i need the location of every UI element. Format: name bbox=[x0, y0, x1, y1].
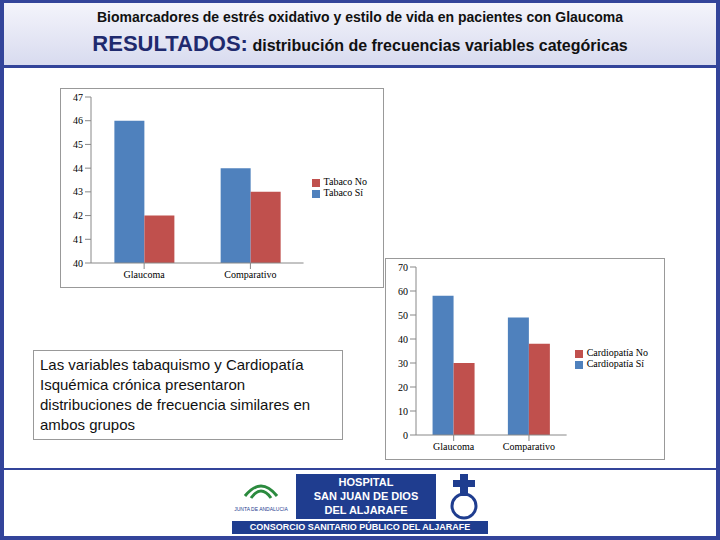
svg-text:30: 30 bbox=[398, 358, 408, 369]
html-text:Las variables tabaquismo y Car: Las variables tabaquismo y Cardiopatía I… bbox=[40, 356, 311, 433]
svg-text:Glaucoma: Glaucoma bbox=[124, 269, 166, 280]
svg-text:46: 46 bbox=[73, 115, 83, 126]
svg-text:50: 50 bbox=[398, 310, 408, 321]
svg-text:40: 40 bbox=[398, 334, 408, 345]
svg-text:10: 10 bbox=[398, 406, 408, 417]
svg-text:Glaucoma: Glaucoma bbox=[433, 441, 475, 452]
html-text:HOSPITAL: HOSPITAL bbox=[338, 476, 394, 488]
svg-text:45: 45 bbox=[73, 139, 83, 150]
svg-text:0: 0 bbox=[403, 430, 408, 441]
html-text:Tabaco No: Tabaco No bbox=[323, 176, 367, 187]
svg-text:42: 42 bbox=[73, 210, 83, 221]
html-text:Biomarcadores de estrés oxidat: Biomarcadores de estrés oxidativo y esti… bbox=[97, 9, 623, 25]
html-text:Cardiopatía Sí: Cardiopatía Sí bbox=[586, 358, 645, 369]
html-text:SAN JUAN DE DIOS: SAN JUAN DE DIOS bbox=[313, 490, 419, 502]
html-text:RESULTADOS: distribución de fr: RESULTADOS: distribución de frecuencias … bbox=[92, 31, 628, 56]
svg-text:Comparativo: Comparativo bbox=[503, 441, 555, 452]
svg-text:70: 70 bbox=[398, 262, 408, 273]
html-text:CONSORCIO SANITARIO PÚBLICO DE: CONSORCIO SANITARIO PÚBLICO DEL ALJARAFE bbox=[249, 522, 471, 532]
html-text:Cardiopatía No: Cardiopatía No bbox=[586, 347, 648, 358]
svg-text:44: 44 bbox=[73, 163, 83, 174]
svg-text:43: 43 bbox=[73, 186, 83, 197]
svg-text:47: 47 bbox=[73, 92, 83, 103]
svg-text:41: 41 bbox=[73, 234, 83, 245]
html-text:Tabaco Sí: Tabaco Sí bbox=[323, 187, 364, 198]
svg-text:20: 20 bbox=[398, 382, 408, 393]
svg-text:60: 60 bbox=[398, 286, 408, 297]
svg-text:40: 40 bbox=[73, 258, 83, 269]
html-text:DEL ALJARAFE: DEL ALJARAFE bbox=[324, 504, 408, 516]
svg-text:Comparativo: Comparativo bbox=[224, 269, 276, 280]
html-text:JUNTA DE ANDALUCIA: JUNTA DE ANDALUCIA bbox=[234, 506, 288, 512]
